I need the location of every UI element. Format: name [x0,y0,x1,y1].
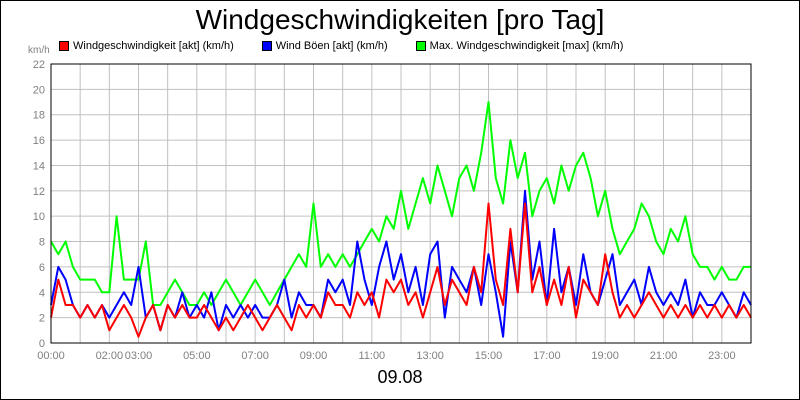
legend-swatch-max [415,41,426,51]
legend-item-gusts: Wind Böen [akt] (km/h) [261,39,388,53]
y-tick-label: 4 [39,287,45,299]
y-axis-unit: km/h [28,45,50,56]
y-tick-label: 12 [33,186,45,198]
y-tick-label: 8 [39,237,45,249]
y-tick-label: 22 [33,59,45,71]
x-tick-label: 03:00 [125,350,153,362]
x-tick-label: 13:00 [416,350,444,362]
legend-label-gusts: Wind Böen [akt] (km/h) [275,40,388,52]
x-tick-label: 05:00 [183,350,211,362]
x-tick-label: 02:00 [96,350,124,362]
x-tick-label: 21:00 [650,350,678,362]
x-tick-label: 07:00 [241,350,269,362]
series-line-0 [50,202,752,338]
y-tick-label: 18 [33,110,45,122]
date-label: 09.08 [377,367,423,387]
legend-item-max: Max. Windgeschwindigkeit [max] (km/h) [415,39,624,53]
series-line-2 [50,101,751,306]
x-tick-label: 11:00 [358,350,385,362]
chart-title: Windgeschwindigkeiten [pro Tag] [195,4,605,35]
x-tick-label: 17:00 [533,350,561,362]
y-tick-label: 2 [39,313,45,325]
y-tick-label: 14 [33,160,45,172]
y-tick-label: 10 [33,211,45,223]
legend-label-max: Max. Windgeschwindigkeit [max] (km/h) [429,40,624,52]
legend-label-speed: Windgeschwindigkeit [akt] (km/h) [73,40,234,52]
x-tick-label: 09:00 [300,350,328,362]
x-tick-label: 00:00 [37,350,65,362]
x-tick-label: 19:00 [591,350,619,362]
y-tick-label: 0 [39,338,45,350]
legend-swatch-speed [59,41,69,51]
plot-border [50,63,752,344]
legend-swatch-gusts [261,41,272,51]
y-tick-label: 20 [33,84,45,96]
y-tick-label: 6 [39,262,45,274]
x-tick-label: 15:00 [475,350,503,362]
y-tick-label: 16 [33,135,45,147]
x-tick-label: 23:00 [708,350,736,362]
legend: Windgeschwindigkeit [akt] (km/h) Wind Bö… [59,39,623,53]
legend-item-speed: Windgeschwindigkeit [akt] (km/h) [59,39,234,53]
